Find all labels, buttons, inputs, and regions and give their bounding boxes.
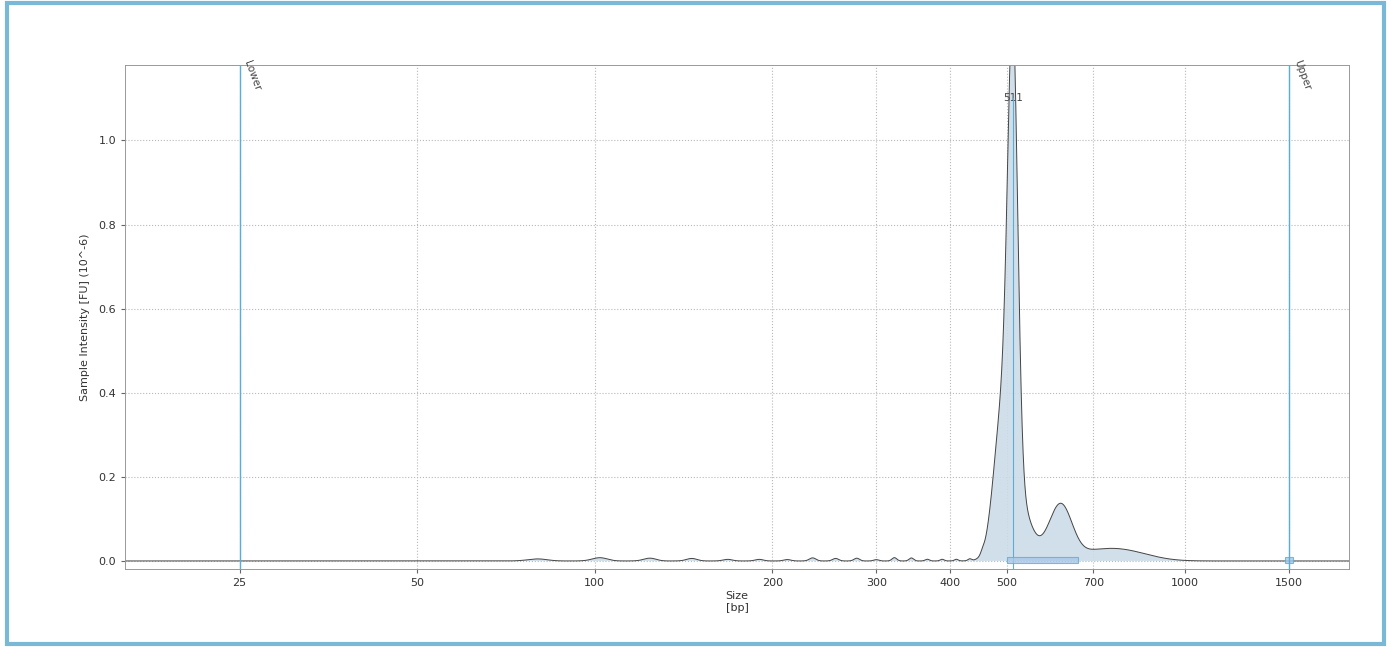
X-axis label: Size
[bp]: Size [bp]	[726, 591, 748, 613]
Bar	[1285, 556, 1292, 564]
Y-axis label: Sample Intensity [FU] (10^-6): Sample Intensity [FU] (10^-6)	[81, 234, 90, 400]
Text: 511: 511	[1003, 93, 1022, 102]
Text: Lower: Lower	[242, 60, 263, 92]
Bar	[1007, 556, 1078, 564]
Text: Upper: Upper	[1292, 59, 1312, 92]
